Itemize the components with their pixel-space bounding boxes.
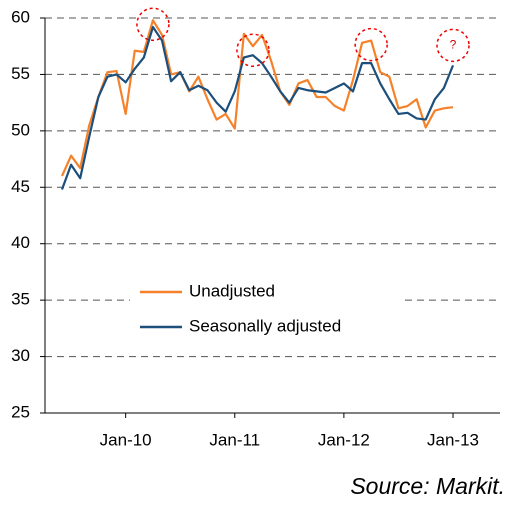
annotation: ? (450, 38, 457, 52)
annotation-circle (136, 7, 170, 42)
y-tick-label: 60 (11, 7, 30, 26)
annotation-circle (354, 27, 388, 62)
y-tick-label: 25 (11, 402, 30, 421)
y-tick-label: 40 (11, 233, 30, 252)
x-tick-label: Jan-13 (427, 430, 479, 449)
y-tick-label: 30 (11, 346, 30, 365)
series-line (60, 19, 454, 177)
series-line (60, 25, 455, 190)
source: Source: Markit. (350, 473, 505, 499)
y-tick-label: 55 (11, 64, 30, 83)
x-tick-label: Jan-12 (318, 430, 370, 449)
x-tick-label: Jan-10 (100, 430, 152, 449)
annotation-circle (236, 33, 270, 67)
y-tick-label: 35 (11, 290, 30, 309)
legend-box (130, 276, 400, 342)
y-tick-label: 50 (11, 120, 30, 139)
x-tick-label: Jan-11 (209, 430, 260, 449)
legend-label: Seasonally adjusted (189, 316, 341, 335)
legend-label: Unadjusted (189, 281, 275, 300)
annotation-circle (436, 28, 470, 63)
y-tick-label: 45 (11, 177, 30, 196)
